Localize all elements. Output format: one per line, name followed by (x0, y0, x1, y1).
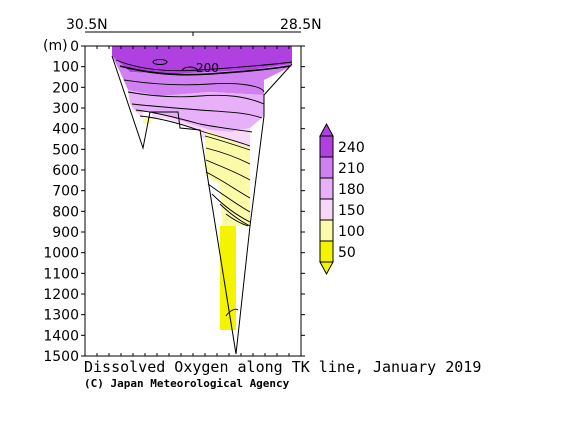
y-tick-label: 1500 (43, 349, 79, 365)
colorbar-top-arrow (319, 122, 334, 137)
band-purple (112, 56, 292, 96)
band-purple-dark (112, 46, 292, 74)
oxygen-field: 200 (111, 46, 293, 355)
y-tick-label: 900 (52, 225, 79, 241)
topography-outline (111, 55, 293, 355)
y-tick-label: 1400 (43, 328, 79, 344)
y-tick-label: 1200 (43, 287, 79, 303)
colorbar-bottom-arrow (319, 261, 334, 276)
y-tick-label: 300 (52, 101, 79, 117)
colorbar-swatch (319, 219, 334, 242)
colorbar: 240 210 180 150 100 50 (319, 122, 365, 276)
top-ticks (84, 46, 302, 356)
y-tick-label: 1100 (43, 266, 79, 282)
band-yellow-light (205, 130, 250, 226)
colorbar-label: 100 (338, 224, 365, 240)
y-axis: 0 100 200 300 400 500 600 700 800 900 1000 1100 1200… (43, 39, 305, 365)
colorbar-swatch (319, 240, 334, 263)
y-unit-label: (m) (43, 38, 68, 54)
y-tick-label: 1000 (43, 246, 79, 262)
band-lavender (128, 90, 264, 132)
colorbar-swatch (319, 177, 334, 200)
y-tick-label: 100 (52, 60, 79, 76)
colorbar-label: 150 (338, 203, 365, 219)
colorbar-swatch (319, 135, 334, 158)
colorbar-swatch (319, 156, 334, 179)
y-tick-label: 700 (52, 184, 79, 200)
lat-label-left: 30.5N (66, 17, 108, 33)
colorbar-label: 240 (338, 140, 365, 156)
yellow-bit-notch (200, 128, 206, 138)
colorbar-swatch (319, 198, 334, 221)
lat-label-right: 28.5N (280, 17, 322, 33)
y-tick-label: 200 (52, 80, 79, 96)
y-tick-label: 500 (52, 142, 79, 158)
y-tick-label: 0 (70, 39, 79, 55)
chart-title: Dissolved Oxygen along TK line, January … (84, 358, 482, 376)
contour-lines (115, 59, 293, 317)
contour-label-200: 200 (196, 61, 219, 75)
y-tick-label: 600 (52, 163, 79, 179)
y-tick-label: 800 (52, 204, 79, 220)
colorbar-label: 180 (338, 182, 365, 198)
y-tick-label: 400 (52, 122, 79, 138)
colorbar-label: 50 (338, 245, 356, 261)
chart-credit: (C) Japan Meteorological Agency (84, 377, 290, 390)
colorbar-label: 210 (338, 161, 365, 177)
yellow-bit-left (143, 118, 151, 124)
band-yellow (220, 226, 236, 330)
y-tick-label: 1300 (43, 308, 79, 324)
